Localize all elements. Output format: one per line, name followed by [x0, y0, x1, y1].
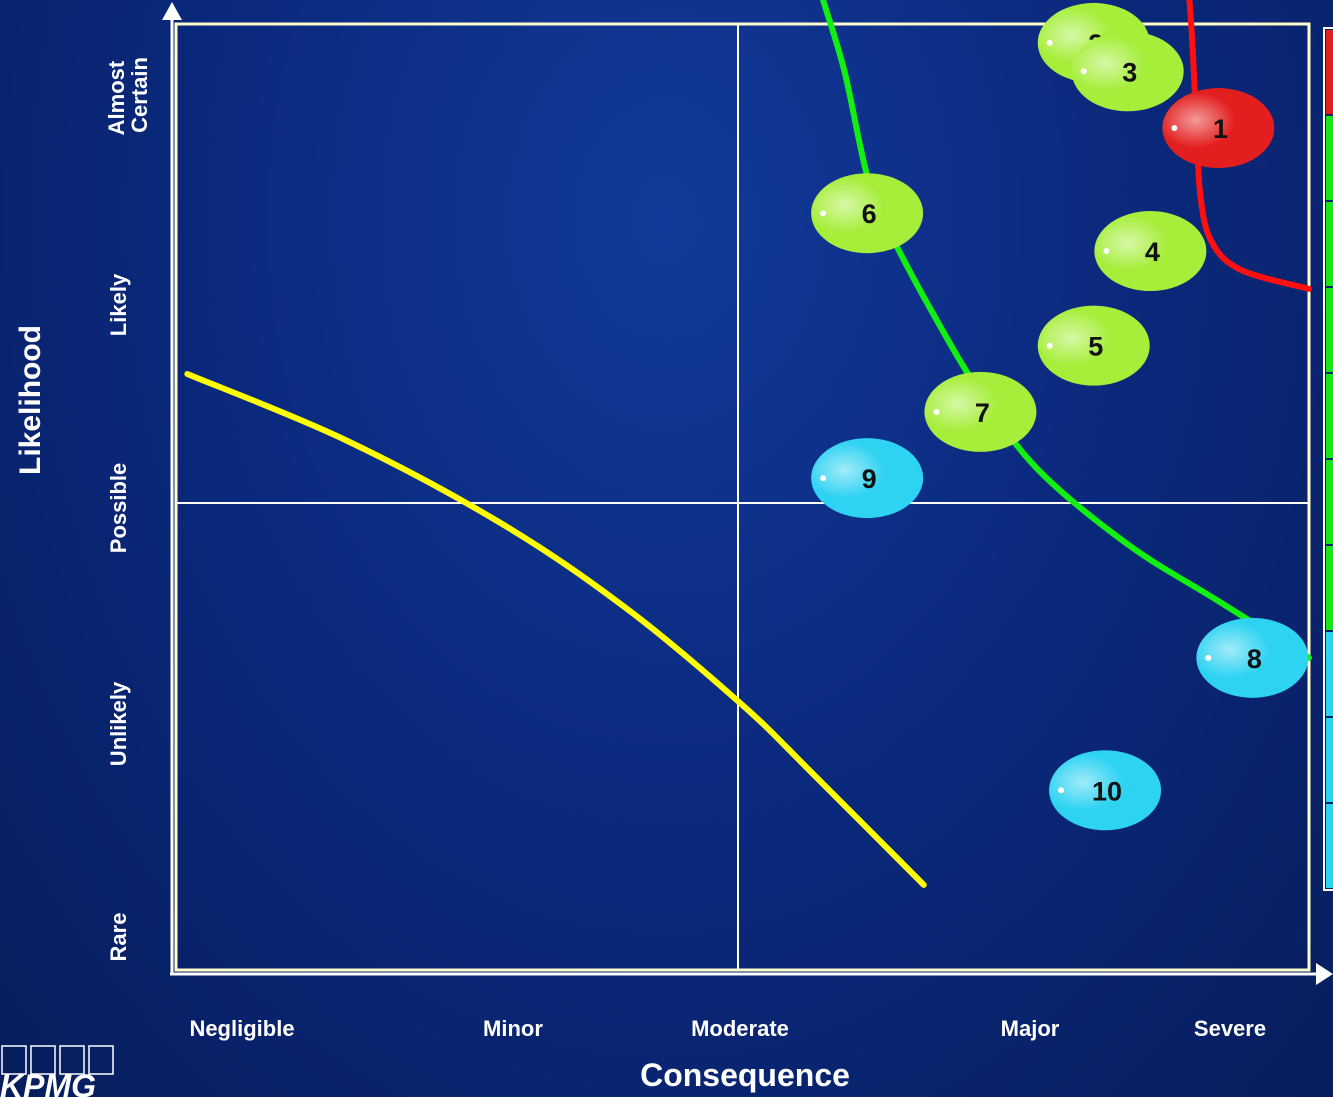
bubble-glint — [1080, 68, 1087, 75]
logo-box-4 — [88, 1045, 114, 1075]
bubble-label: 5 — [1088, 332, 1103, 362]
bubble-highlight — [1049, 750, 1162, 831]
bubble-highlight — [924, 371, 1037, 452]
risk-curve-2 — [819, 0, 1312, 661]
bubble-label: 1 — [1213, 114, 1228, 144]
bubble-9: 9 — [811, 438, 924, 519]
bubble-highlight — [1071, 31, 1184, 112]
legend-strip — [1323, 27, 1333, 891]
logo-box-3 — [59, 1045, 85, 1075]
bubble-glint — [1046, 342, 1053, 349]
logo-box-1 — [1, 1045, 27, 1075]
bubble-glint — [1046, 39, 1053, 46]
y-axis-title: Likelihood — [14, 325, 47, 475]
bubble-4: 4 — [1094, 211, 1207, 292]
x-tick-labels: Negligible Minor Moderate Major Severe — [189, 1016, 1266, 1041]
risk-bubbles: 12345678910 — [811, 2, 1309, 831]
y-axis-arrow — [162, 2, 182, 20]
y-tick-label: Rare — [106, 913, 131, 962]
legend-segment — [1326, 546, 1333, 630]
bubble-glint — [1205, 654, 1212, 661]
legend-segment — [1326, 202, 1333, 286]
x-tick-label: Minor — [483, 1016, 543, 1041]
risk-curve-1 — [184, 371, 927, 888]
plot-frame — [174, 22, 1311, 972]
bubble-label: 8 — [1247, 644, 1262, 674]
bubble-highlight — [1094, 211, 1207, 292]
y-tick-label: Almost Certain — [104, 55, 152, 136]
y-tick-label: Likely — [106, 273, 131, 336]
risk-curves — [184, 0, 1312, 888]
bubble-highlight — [1162, 88, 1275, 169]
legend-border — [1323, 27, 1333, 891]
bubble-highlight — [811, 173, 924, 254]
x-axis-title: Consequence — [640, 1057, 850, 1093]
y-tick-label: Unlikely — [106, 681, 131, 766]
bubble-label: 10 — [1092, 776, 1122, 806]
legend-segment — [1326, 116, 1333, 200]
x-tick-label: Severe — [1194, 1016, 1266, 1041]
bubble-highlight — [1037, 305, 1150, 386]
bubble-10: 10 — [1049, 750, 1162, 831]
bubble-7: 7 — [924, 371, 1037, 452]
bubble-glint — [933, 408, 940, 415]
bubble-glint — [820, 475, 827, 482]
bubble-label: 6 — [862, 199, 877, 229]
bubble-5: 5 — [1037, 305, 1150, 386]
logo-box-2 — [30, 1045, 56, 1075]
bubble-label: 4 — [1145, 237, 1160, 267]
legend-segment — [1326, 374, 1333, 458]
x-tick-label: Major — [1001, 1016, 1060, 1041]
legend-segment — [1326, 632, 1333, 716]
bubble-highlight — [1196, 617, 1309, 698]
bubble-label: 7 — [975, 398, 990, 428]
x-axis-arrow — [1316, 963, 1333, 985]
risk-curve-3 — [1186, 0, 1312, 292]
legend-segment — [1326, 460, 1333, 544]
bubble-glint — [1103, 248, 1110, 255]
bubble-glint — [1171, 125, 1178, 132]
legend-segment — [1326, 288, 1333, 372]
y-tick-labels: Rare Unlikely Possible Likely Almost Certain — [104, 55, 152, 962]
bubble-highlight — [811, 438, 924, 519]
logo-text: KPMG — [0, 1068, 96, 1097]
legend-segment — [1326, 30, 1333, 114]
bubble-glint — [1058, 787, 1065, 794]
bubble-label: 9 — [862, 464, 877, 494]
legend-segment — [1326, 804, 1333, 888]
x-tick-label: Negligible — [189, 1016, 294, 1041]
bubble-label: 3 — [1122, 57, 1137, 87]
bubble-1: 1 — [1162, 88, 1275, 169]
bubble-6: 6 — [811, 173, 924, 254]
kpmg-logo: KPMG — [0, 1045, 114, 1097]
bubble-glint — [820, 210, 827, 217]
y-tick-label: Possible — [106, 463, 131, 553]
bubble-3: 3 — [1071, 31, 1184, 112]
x-tick-label: Moderate — [691, 1016, 789, 1041]
bubble-8: 8 — [1196, 617, 1309, 698]
legend-segment — [1326, 718, 1333, 802]
